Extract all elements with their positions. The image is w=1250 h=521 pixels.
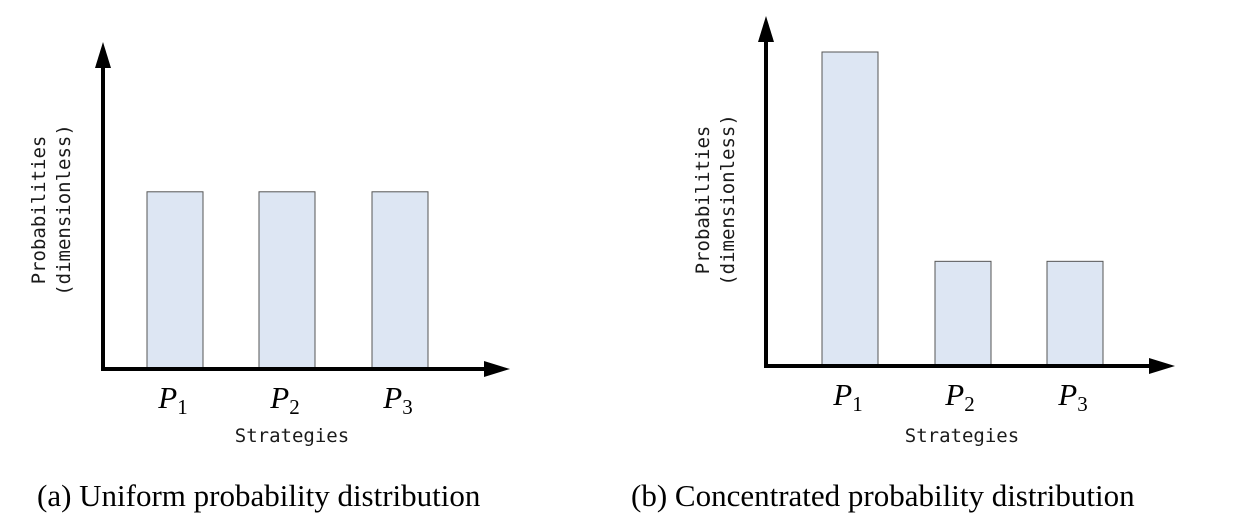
bar-p3 — [371, 191, 429, 370]
bar-p2 — [934, 260, 992, 367]
bar-p1 — [146, 191, 204, 370]
tick-label-p2: P2 — [269, 380, 299, 419]
y-axis-arrow-icon — [95, 42, 111, 68]
x-axis-label: Strategies — [235, 425, 349, 447]
panel-caption: (b) Concentrated probability distributio… — [631, 478, 1135, 513]
tick-label-p1: P1 — [157, 380, 187, 419]
x-axis-arrow-icon — [1149, 358, 1175, 374]
panel-a: P1 P2 P3 Probabilities (dimensionless) Strate… — [28, 42, 510, 513]
bar-p1 — [821, 51, 879, 367]
y-axis-label-line-2: (dimensionless) — [53, 124, 75, 296]
y-axis-label-line-2: (dimensionless) — [717, 114, 739, 286]
tick-label-p2: P2 — [944, 377, 974, 416]
y-axis-label-line-1: Probabilities — [692, 126, 714, 275]
y-axis-label-line-1: Probabilities — [28, 136, 50, 285]
tick-label-p3: P3 — [382, 380, 412, 419]
tick-label-p3: P3 — [1057, 377, 1087, 416]
bar-p3 — [1046, 260, 1104, 367]
panel-caption: (a) Uniform probability distribution — [37, 478, 481, 513]
bar-p2 — [258, 191, 316, 370]
y-axis-arrow-icon — [758, 16, 774, 42]
tick-label-p1: P1 — [832, 377, 862, 416]
x-axis-arrow-icon — [484, 361, 510, 377]
x-axis-label: Strategies — [905, 425, 1019, 447]
panel-b: P1 P2 P3 Probabilities (dimensionless) Strate… — [631, 16, 1175, 513]
